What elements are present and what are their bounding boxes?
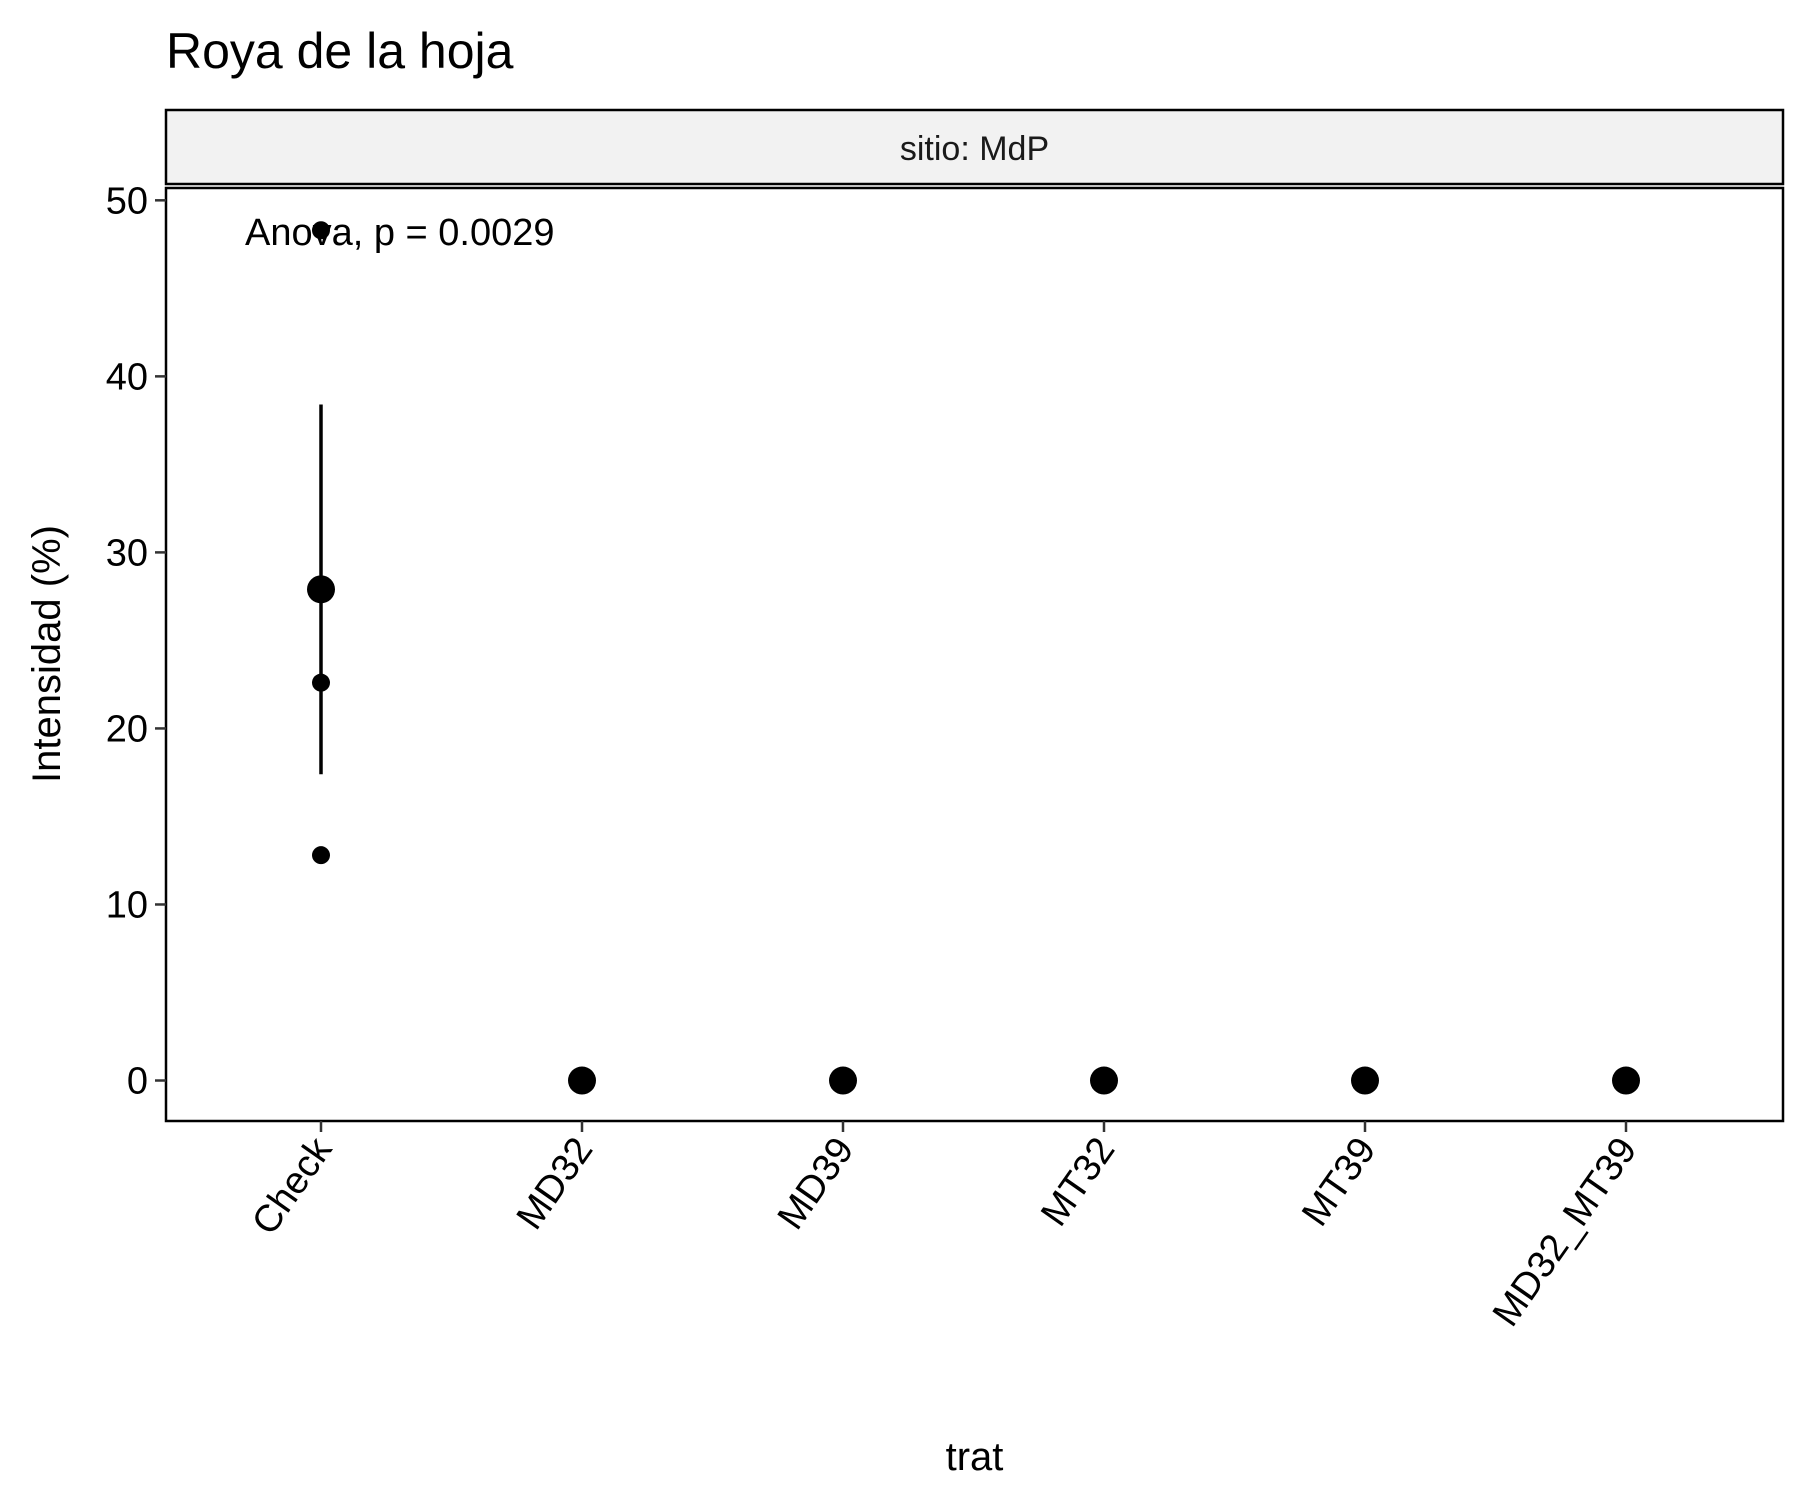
mean-point xyxy=(1351,1066,1379,1095)
y-tick-label: 10 xyxy=(106,884,148,926)
mean-point xyxy=(829,1066,857,1095)
y-axis: 0 10 20 30 40 50 xyxy=(106,180,166,1103)
x-tick-label: MT32 xyxy=(1033,1130,1123,1234)
x-tick-label: MD32 xyxy=(509,1130,602,1237)
x-tick-label: Check xyxy=(244,1129,341,1242)
mean-point xyxy=(568,1066,596,1095)
x-axis: Check MD32 MD39 MT32 MT39 MD32_MT39 xyxy=(244,1121,1645,1334)
raw-data-point xyxy=(312,221,330,240)
chart-title: Roya de la hoja xyxy=(166,23,514,79)
facet-strip xyxy=(164,108,1785,186)
facet-label: sitio: MdP xyxy=(900,130,1049,168)
y-tick-label: 50 xyxy=(106,180,148,222)
mean-point xyxy=(1612,1066,1640,1095)
anova-annotation: Anova, p = 0.0029 xyxy=(245,212,555,254)
x-tick-label: MD32_MT39 xyxy=(1485,1130,1645,1334)
plot-panel xyxy=(164,186,1785,1123)
y-tick-label: 40 xyxy=(106,356,148,398)
mean-point xyxy=(1090,1066,1118,1095)
data-marks xyxy=(307,221,1640,1095)
y-tick-label: 20 xyxy=(106,708,148,750)
y-axis-title: Intensidad (%) xyxy=(25,525,69,783)
raw-data-point xyxy=(312,846,330,865)
mean-point xyxy=(307,575,335,604)
x-tick-label: MT39 xyxy=(1294,1130,1384,1234)
x-axis-title: trat xyxy=(946,1435,1004,1479)
y-tick-label: 0 xyxy=(127,1061,148,1103)
y-tick-label: 30 xyxy=(106,532,148,574)
x-tick-label: MD39 xyxy=(770,1130,863,1237)
raw-data-point xyxy=(312,673,330,692)
